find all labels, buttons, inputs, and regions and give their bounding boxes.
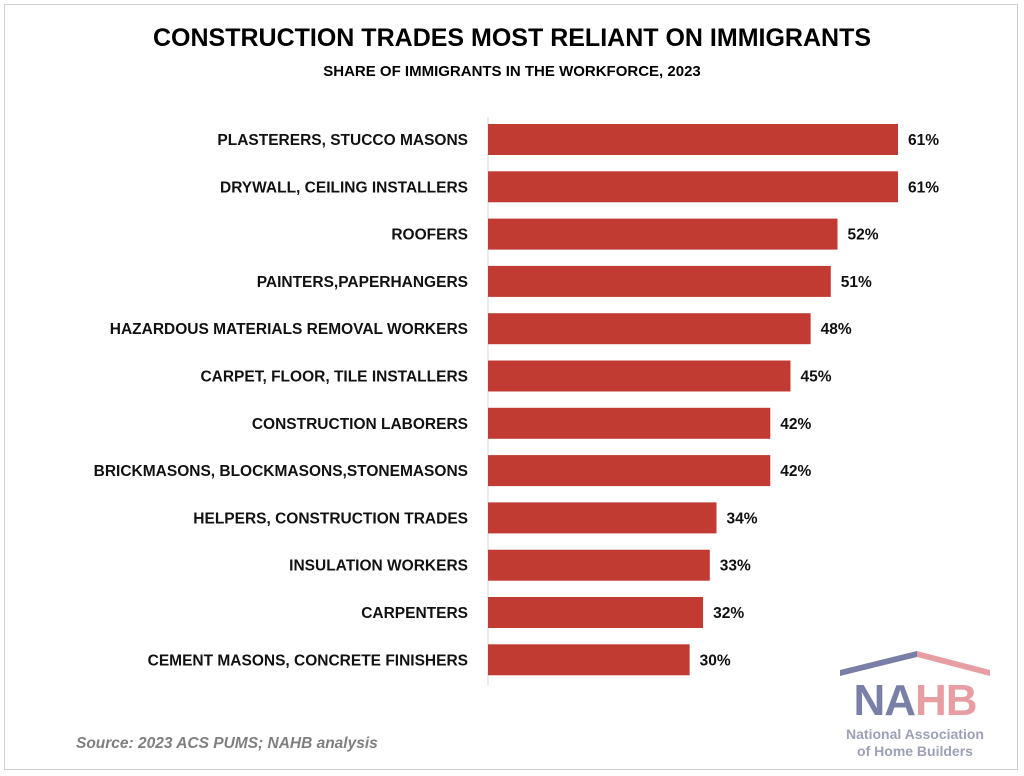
roof-icon bbox=[840, 651, 990, 676]
chart-title: CONSTRUCTION TRADES MOST RELIANT ON IMMI… bbox=[152, 24, 872, 52]
value-label: 30% bbox=[700, 652, 731, 669]
bar bbox=[488, 549, 710, 581]
category-label: HELPERS, CONSTRUCTION TRADES bbox=[193, 510, 468, 527]
bar bbox=[488, 313, 811, 345]
value-label: 61% bbox=[908, 132, 939, 149]
value-label: 45% bbox=[800, 369, 831, 386]
value-label: 32% bbox=[713, 605, 744, 622]
value-label: 42% bbox=[780, 416, 811, 433]
bar bbox=[488, 218, 838, 250]
category-label: DRYWALL, CEILING INSTALLERS bbox=[220, 179, 468, 196]
logo-text-na: NA bbox=[853, 676, 916, 725]
nahb-logo: NAHB National Association of Home Builder… bbox=[830, 648, 1000, 763]
category-label: CARPENTERS bbox=[361, 605, 468, 622]
value-label: 48% bbox=[821, 321, 852, 338]
category-label: ROOFERS bbox=[391, 227, 468, 244]
category-label: CARPET, FLOOR, TILE INSTALLERS bbox=[200, 369, 468, 386]
bar bbox=[488, 360, 791, 392]
value-label: 61% bbox=[908, 179, 939, 196]
category-label: CONSTRUCTION LABORERS bbox=[252, 416, 468, 433]
logo-text-hb: HB bbox=[915, 676, 978, 725]
bar bbox=[488, 171, 898, 203]
value-label: 34% bbox=[727, 510, 758, 527]
category-label: BRICKMASONS, BLOCKMASONS,STONEMASONS bbox=[94, 463, 468, 480]
source-note: Source: 2023 ACS PUMS; NAHB analysis bbox=[76, 735, 378, 752]
category-label: HAZARDOUS MATERIALS REMOVAL WORKERS bbox=[110, 321, 468, 338]
category-label: CEMENT MASONS, CONCRETE FINISHERS bbox=[148, 652, 468, 669]
value-label: 42% bbox=[780, 463, 811, 480]
value-label: 33% bbox=[720, 558, 751, 575]
logo-line-2: of Home Builders bbox=[857, 743, 973, 759]
logo-line-1: National Association bbox=[846, 726, 984, 742]
bar bbox=[488, 124, 898, 155]
category-label: PLASTERERS, STUCCO MASONS bbox=[217, 132, 468, 149]
bar bbox=[488, 455, 771, 487]
category-label: PAINTERS,PAPERHANGERS bbox=[257, 274, 468, 291]
value-label: 52% bbox=[848, 227, 879, 244]
bar bbox=[488, 265, 831, 297]
bar bbox=[488, 407, 771, 439]
bar bbox=[488, 644, 690, 676]
bar bbox=[488, 597, 704, 628]
chart-subtitle: SHARE OF IMMIGRANTS IN THE WORKFORCE, 20… bbox=[323, 63, 701, 80]
category-label: INSULATION WORKERS bbox=[289, 558, 468, 575]
bar bbox=[488, 502, 717, 534]
chart-frame bbox=[4, 4, 1018, 770]
value-label: 51% bbox=[841, 274, 872, 291]
